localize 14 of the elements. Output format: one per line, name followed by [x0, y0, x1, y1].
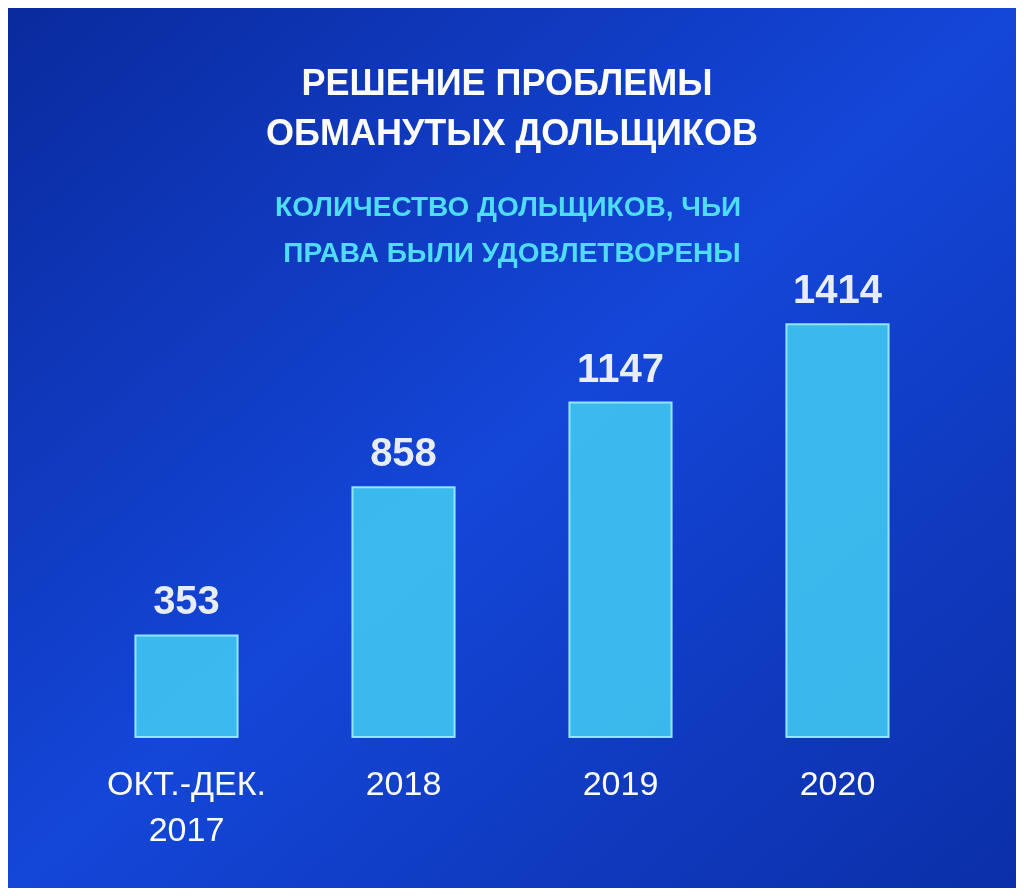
data-label: 1414: [793, 267, 883, 312]
bar: [785, 323, 890, 738]
x-tick-label: ОКТ.-ДЕК. 2017: [107, 764, 266, 848]
x-tick-label: 2020: [799, 764, 876, 802]
x-tick-label: 2018: [365, 764, 442, 802]
data-label: 858: [370, 430, 437, 475]
data-label: 353: [153, 578, 220, 623]
bar: [351, 486, 456, 738]
bar: [134, 634, 239, 738]
chart-subtitle: КОЛИЧЕСТВО ДОЛЬЩИКОВ, ЧЬИ ПРАВА БЫЛИ УДОВЛЕТВОРЕНЫ: [275, 190, 749, 268]
bar: [568, 401, 673, 738]
data-label: 1147: [577, 345, 664, 390]
x-tick-label: 2019: [582, 764, 659, 802]
chart-title: РЕШЕНИЕ ПРОБЛЕМЫ ОБМАНУТЫХ ДОЛЬЩИКОВ: [266, 61, 758, 153]
